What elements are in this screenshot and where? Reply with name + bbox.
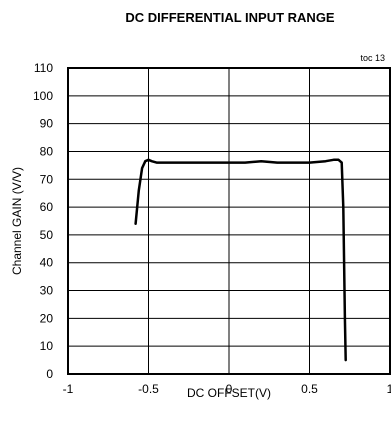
chart-title: DC DIFFERENTIAL INPUT RANGE [125, 10, 335, 25]
grid [67, 67, 391, 375]
y-tick-label: 0 [46, 367, 53, 381]
x-tick-label: 0.5 [301, 382, 318, 396]
y-tick-label: 100 [33, 89, 53, 103]
series [134, 158, 347, 362]
y-tick-label: 80 [40, 144, 54, 158]
chart-tag: toc 13 [360, 53, 385, 63]
x-axis-label: DC OFFSET(V) [187, 386, 271, 400]
y-tick-labels: 0 10 20 30 40 50 60 70 80 90 100 110 [33, 61, 53, 381]
y-tick-label: 110 [34, 61, 53, 75]
x-tick-label: -0.5 [138, 382, 159, 396]
y-tick-label: 90 [40, 117, 54, 131]
y-tick-label: 30 [40, 284, 54, 298]
x-tick-labels: -1 -0.5 0 0.5 1 [63, 382, 391, 396]
x-tick-label: 0 [226, 382, 233, 396]
y-tick-label: 70 [40, 172, 54, 186]
x-tick-label: 1 [387, 382, 391, 396]
plot-frame [67, 67, 391, 375]
y-axis-label: Channel GAIN (V/V) [10, 167, 24, 275]
x-tick-label: -1 [63, 382, 74, 396]
y-tick-label: 60 [40, 200, 54, 214]
y-tick-label: 20 [40, 311, 54, 325]
y-tick-label: 10 [40, 339, 54, 353]
series-line [134, 158, 347, 362]
y-tick-label: 40 [40, 256, 54, 270]
y-tick-label: 50 [40, 228, 54, 242]
